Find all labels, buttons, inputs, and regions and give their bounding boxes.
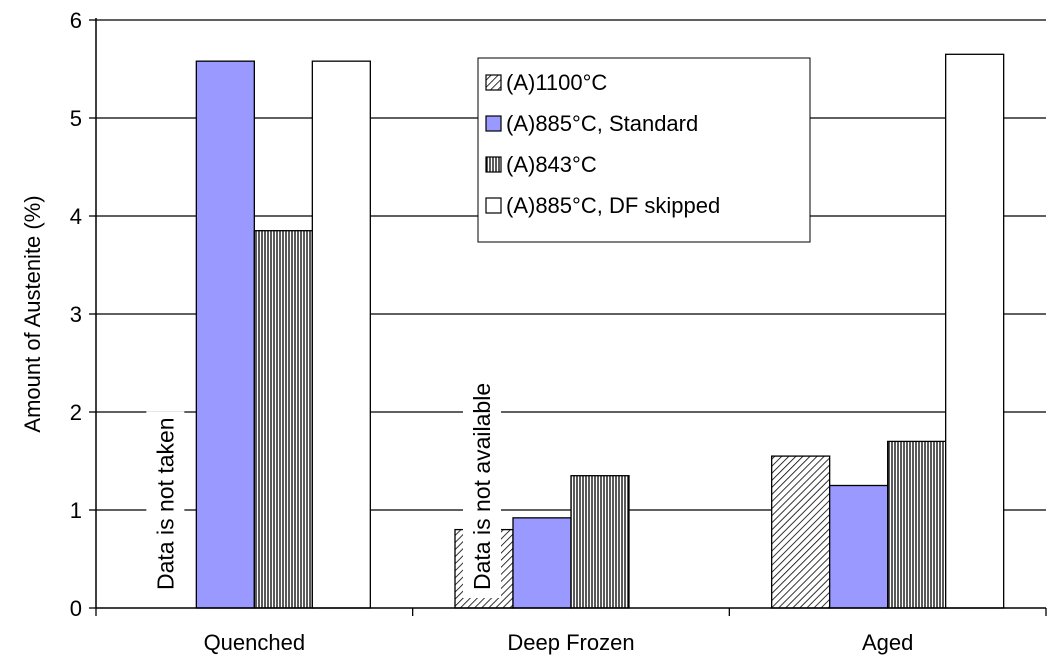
- legend-entry-label: (A)885°C, Standard: [506, 111, 698, 136]
- y-tick-label: 1: [70, 498, 82, 523]
- bar-aged-1: [829, 484, 889, 609]
- bar-aged-2: [887, 440, 947, 609]
- y-tick-label: 5: [70, 106, 82, 131]
- x-tick-label: Quenched: [204, 630, 306, 655]
- annotation-text: Data is not taken: [152, 417, 178, 590]
- y-tick-label: 6: [70, 8, 82, 33]
- y-tick-label: 3: [70, 302, 82, 327]
- annotation-background: [146, 411, 185, 598]
- legend-entry-label: (A)885°C, DF skipped: [506, 193, 720, 218]
- axes: [95, 18, 1047, 616]
- legend-box: [477, 57, 811, 243]
- x-tick-label: Aged: [862, 630, 913, 655]
- bar-deep-frozen-1: [512, 517, 572, 609]
- bar-quenched-1: [195, 60, 255, 609]
- y-axis-title: Amount of Austenite (%): [20, 195, 45, 432]
- legend-swatch: [485, 74, 502, 91]
- annotation-text: Data is not available: [469, 383, 495, 590]
- bar-deep-frozen-2: [570, 475, 630, 609]
- annotation: Data is not taken: [146, 411, 185, 598]
- y-tick-label: 2: [70, 400, 82, 425]
- tick-labels: 0 1 2 3 4 5 6 Quenched Deep Frozen Aged: [70, 8, 914, 655]
- annotation: Data is not available: [463, 376, 501, 598]
- legend: (A)1100°C (A)885°C, Standard (A)843°C (A)88…: [477, 57, 811, 243]
- legend-swatch: [485, 156, 502, 173]
- bar-quenched-3: [311, 60, 371, 609]
- x-tick-label: Deep Frozen: [507, 630, 634, 655]
- legend-entry-label: (A)1100°C: [506, 70, 607, 95]
- bar-aged-3: [945, 53, 1005, 609]
- bars: [195, 53, 1005, 609]
- annotations: Data is not taken Data is not available: [146, 376, 501, 598]
- y-tick-label: 4: [70, 204, 82, 229]
- bar-quenched-2: [253, 230, 313, 609]
- bar-aged-0: [771, 455, 831, 609]
- y-tick-label: 0: [70, 596, 82, 621]
- annotation-background: [463, 376, 501, 598]
- legend-swatch: [485, 197, 502, 214]
- legend-swatch: [485, 115, 502, 132]
- legend-entry-label: (A)843°C: [506, 152, 597, 177]
